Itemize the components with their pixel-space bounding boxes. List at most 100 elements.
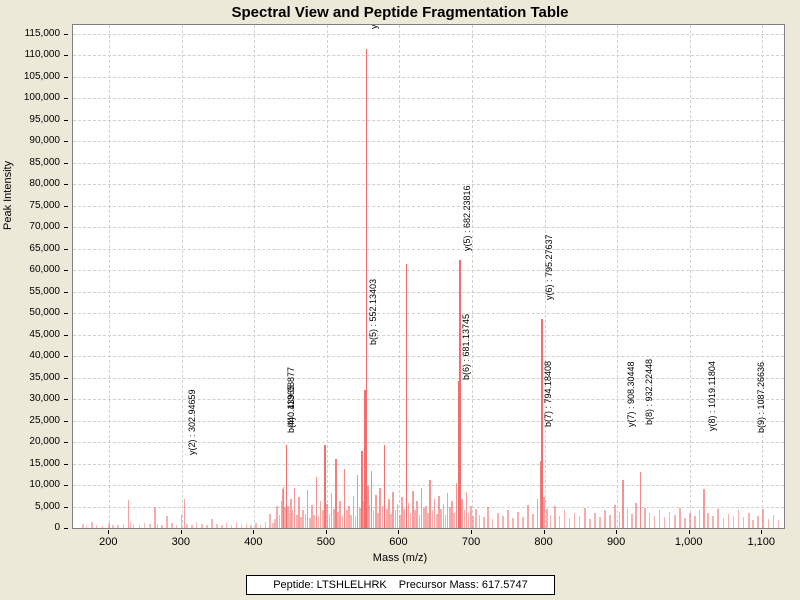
- spectrum-peak: [390, 514, 392, 528]
- spectrum-peak: [132, 524, 135, 528]
- y-axis-tick-label: 100,000: [23, 92, 60, 104]
- spectrum-peak: [762, 509, 765, 528]
- spectrum-peak: [398, 514, 401, 528]
- spectrum-peak: [368, 504, 371, 528]
- spectrum-peak: [737, 510, 740, 528]
- spectrum-peak: [658, 509, 661, 528]
- peak-label: b(6) : 681.13745: [461, 313, 472, 380]
- spectrum-peak: [446, 492, 449, 528]
- x-axis-tick-mark: [108, 530, 110, 534]
- spectrum-peak: [302, 510, 305, 528]
- x-axis-tick-mark: [543, 530, 545, 534]
- spectrum-peak: [694, 515, 696, 528]
- spectrum-peak: [631, 514, 633, 528]
- gridline-horizontal: [73, 162, 784, 164]
- y-axis-tick-label: 75,000: [29, 199, 60, 211]
- peak-label: b(8) : 932.22448: [643, 358, 654, 425]
- gridline-horizontal: [73, 55, 784, 57]
- y-axis-tick-mark: [64, 442, 68, 444]
- spectrum-peak: [589, 518, 591, 528]
- y-axis-tick-label: 70,000: [29, 221, 60, 233]
- spectrum-peak: [459, 259, 461, 528]
- x-axis-tick-mark: [398, 530, 400, 534]
- y-axis-tick-mark: [64, 76, 68, 78]
- spectrum-peak: [455, 483, 458, 528]
- spectrum-peak: [752, 519, 754, 528]
- spectrum-peak: [183, 498, 186, 528]
- spectrum-peak: [352, 496, 355, 528]
- x-axis-tick-mark: [180, 530, 182, 534]
- spectrum-peak: [245, 524, 248, 528]
- spectrum-peak: [375, 495, 377, 528]
- spectrum-peak: [594, 513, 596, 528]
- spectrum-peak: [367, 485, 369, 528]
- spectrum-peak: [230, 524, 233, 528]
- spectrum-peak: [470, 505, 472, 528]
- spectrum-peak: [442, 503, 445, 528]
- y-axis-tick-mark: [64, 313, 68, 315]
- spectrum-peak: [377, 513, 379, 528]
- spectrum-peak: [285, 445, 288, 528]
- spectrum-peak: [354, 515, 357, 528]
- spectrum-peak: [689, 513, 691, 528]
- peak-label: b(5) : 552.13403: [367, 279, 378, 346]
- spectrum-peak: [175, 524, 178, 528]
- spectrum-peak: [614, 504, 617, 528]
- spectrum-peak: [431, 510, 434, 528]
- spectrum-peak: [269, 514, 271, 528]
- gridline-vertical: [689, 25, 691, 528]
- spectrum-peak: [717, 509, 720, 528]
- spectrum-peak: [362, 501, 365, 528]
- spectrum-peak: [383, 444, 386, 528]
- gridline-horizontal: [73, 334, 784, 336]
- gridline-horizontal: [73, 98, 784, 100]
- y-axis-tick-mark: [64, 98, 68, 100]
- y-axis-tick-label: 85,000: [29, 156, 60, 168]
- gridline-horizontal: [73, 399, 784, 401]
- spectrum-peak: [626, 509, 629, 528]
- y-axis-tick-label: 115,000: [24, 27, 60, 39]
- spectrum-peak: [558, 515, 561, 528]
- spectrum-peak: [429, 479, 432, 528]
- gridline-horizontal: [73, 313, 784, 315]
- spectrum-peak: [767, 518, 770, 528]
- y-axis: 0 5,000 10,000 15,000 20,000 25,000 30,000 35,0…: [0, 24, 68, 533]
- spectrum-peak: [127, 500, 130, 528]
- x-axis-tick-label: 1,100: [747, 536, 775, 548]
- x-axis-tick-label: 300: [171, 536, 190, 548]
- spectrum-peak: [563, 510, 566, 528]
- spectrum-peak: [777, 520, 780, 528]
- spectrum-peak: [319, 501, 322, 528]
- spectrum-peak: [668, 511, 671, 528]
- peak-label: y(2) : 302.94659: [186, 389, 197, 455]
- spectrum-peak: [554, 505, 556, 528]
- x-axis-tick-label: 900: [606, 536, 626, 548]
- spectrum-peak: [712, 515, 714, 528]
- x-axis-tick-mark: [325, 530, 327, 534]
- spectrum-peak: [522, 516, 524, 528]
- spectrum-peak: [328, 514, 331, 528]
- y-axis-tick-mark: [64, 33, 68, 35]
- peptide-label: Peptide: LTSHLELHRK: [273, 579, 387, 591]
- spectrum-peak: [747, 513, 750, 528]
- spectrum-peak: [396, 503, 399, 528]
- spectrum-peak: [365, 48, 368, 528]
- y-axis-tick-mark: [64, 356, 68, 358]
- gridline-horizontal: [73, 291, 784, 293]
- y-axis-tick-mark: [64, 55, 68, 57]
- spectrum-peak: [346, 510, 348, 528]
- spectrum-peak: [757, 515, 759, 528]
- spectrum-peak: [288, 513, 291, 528]
- spectrum-peak: [427, 513, 429, 528]
- spectrum-peak: [644, 508, 646, 528]
- spectrum-plot-area[interactable]: y(2) : 302.94659 b(4) : 439.08877 440.1136…: [72, 24, 785, 529]
- y-axis-tick-mark: [64, 420, 68, 422]
- peak-label: y(7) : 908.30448: [626, 361, 637, 427]
- y-axis-title: Peak Intensity: [2, 160, 14, 230]
- y-axis-tick-label: 40,000: [29, 350, 60, 362]
- y-axis-tick-mark: [64, 506, 68, 508]
- spectrum-peak: [205, 524, 208, 528]
- spectrum-peak: [618, 511, 621, 528]
- spectrum-peak: [112, 524, 114, 528]
- spectrum-peak: [403, 509, 405, 528]
